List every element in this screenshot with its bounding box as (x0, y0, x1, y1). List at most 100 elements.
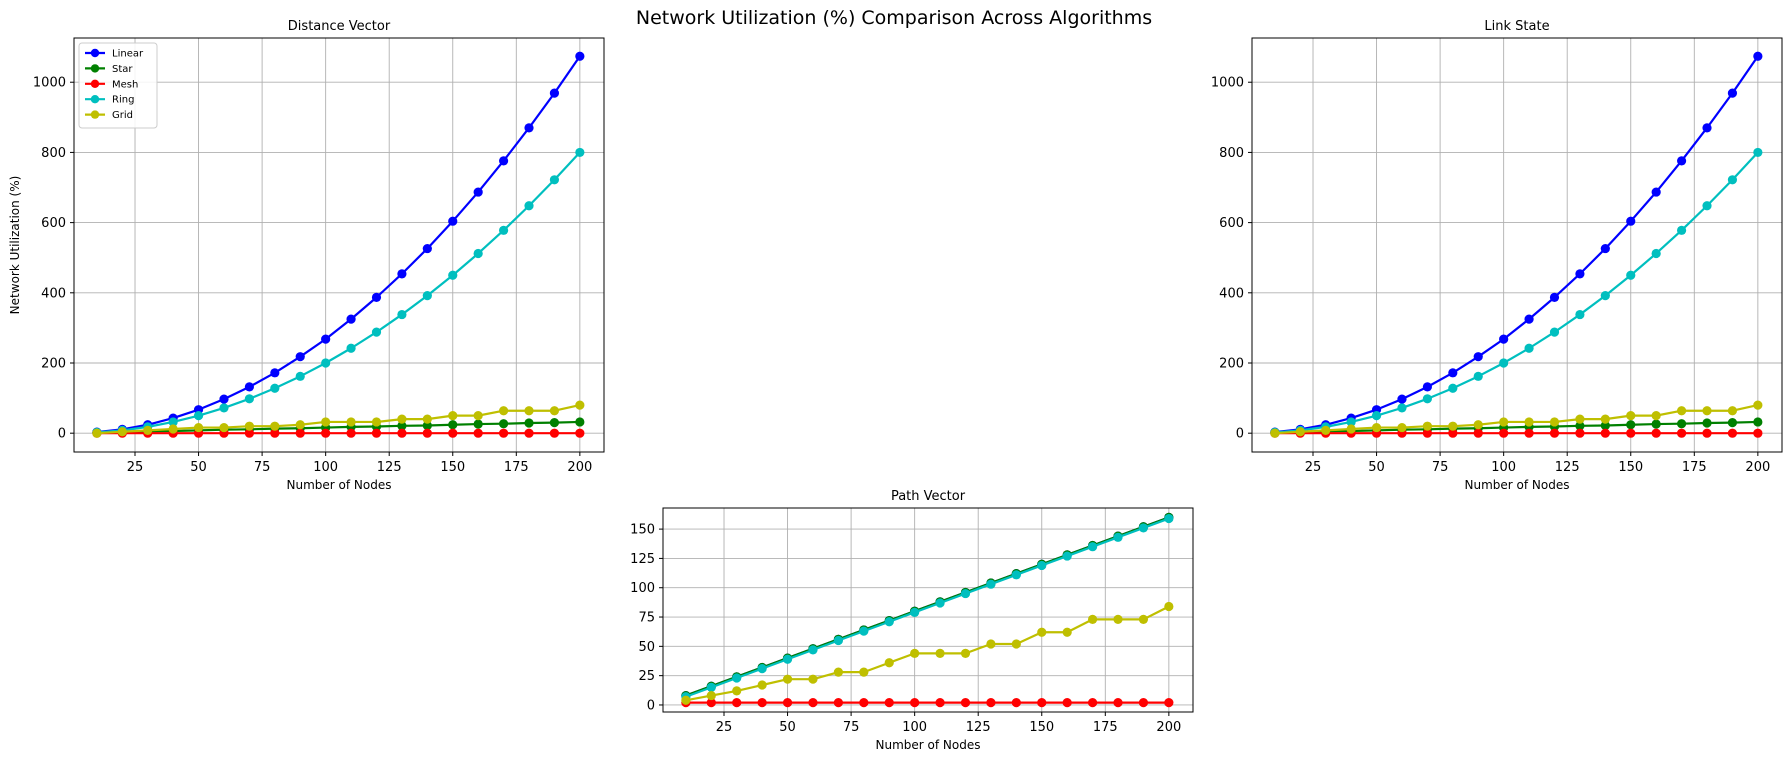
x-tick-label: 75 (254, 460, 271, 475)
data-point-linear (295, 352, 305, 362)
data-point-mesh (757, 698, 767, 708)
x-tick-label: 50 (779, 720, 796, 735)
data-point-linear (549, 88, 560, 98)
x-tick-label: 100 (313, 460, 338, 475)
legend: Linear Star Mesh Ring Grid (78, 42, 158, 129)
y-tick-label: 125 (630, 552, 655, 567)
y-tick-label: 75 (638, 611, 655, 626)
y-tick-label: 0 (1236, 427, 1244, 442)
data-point-ring (833, 635, 843, 646)
x-tick-label: 75 (1432, 460, 1449, 475)
data-point-linear (1626, 216, 1636, 226)
data-point-mesh (833, 698, 843, 708)
data-point-grid (371, 417, 382, 427)
x-tick-label: 25 (1305, 460, 1322, 475)
data-point-linear (575, 51, 585, 61)
y-axis-label: Network Utilization (%) (8, 176, 22, 315)
data-point-star (1575, 421, 1585, 431)
legend-label-star: Star (112, 64, 133, 75)
data-point-ring (575, 147, 585, 158)
data-point-mesh (1499, 428, 1509, 438)
data-point-mesh (1753, 428, 1763, 438)
data-point-ring (524, 201, 534, 211)
y-tick-label: 0 (58, 427, 66, 442)
data-point-grid (960, 648, 971, 658)
data-point-linear (397, 269, 407, 279)
data-point-ring (1753, 147, 1763, 158)
data-point-grid (681, 695, 691, 705)
data-point-grid (1113, 614, 1123, 624)
data-point-grid (1346, 424, 1356, 434)
data-point-grid (473, 411, 483, 421)
data-point-ring (884, 617, 894, 627)
data-point-ring (1473, 371, 1483, 381)
y-tick-label: 600 (1219, 216, 1244, 231)
data-point-ring (1600, 291, 1610, 301)
y-tick-label: 50 (638, 640, 655, 655)
figure-title: Network Utilization (%) Comparison Acros… (636, 7, 1152, 29)
data-point-grid (295, 420, 305, 430)
data-point-linear (1524, 314, 1534, 324)
data-point-grid (1270, 428, 1280, 438)
x-tick-label: 50 (1368, 460, 1385, 475)
data-point-grid (397, 414, 407, 424)
data-point-mesh (1113, 698, 1123, 708)
data-point-mesh (371, 428, 382, 438)
data-point-grid (1321, 425, 1331, 435)
y-tick-label: 400 (1219, 286, 1244, 301)
data-point-linear (346, 314, 356, 324)
data-point-mesh (1062, 698, 1072, 708)
data-point-star (448, 420, 458, 430)
data-point-grid (757, 680, 767, 690)
x-tick-label: 50 (190, 460, 207, 475)
data-point-grid (244, 421, 254, 431)
data-point-grid (782, 674, 793, 684)
x-tick-label: 125 (377, 460, 402, 475)
data-point-mesh (910, 698, 920, 708)
y-tick-label: 800 (1219, 146, 1244, 161)
data-point-ring (448, 270, 458, 280)
data-point-grid (346, 417, 356, 427)
data-point-ring (1448, 383, 1458, 393)
data-point-grid (524, 406, 534, 416)
data-point-grid (1676, 406, 1687, 416)
data-point-ring (549, 175, 560, 185)
data-point-mesh (1651, 428, 1661, 438)
data-point-grid (808, 674, 818, 684)
legend-label-grid: Grid (112, 110, 133, 121)
data-point-linear (371, 292, 382, 302)
data-point-ring (732, 673, 742, 683)
data-point-ring (1499, 358, 1509, 368)
data-point-mesh (1626, 428, 1636, 438)
data-point-grid (270, 421, 280, 431)
data-point-ring (1346, 417, 1356, 427)
data-point-grid (732, 686, 742, 696)
data-point-mesh (244, 428, 254, 438)
x-tick-label: 125 (966, 720, 991, 735)
x-tick-label: 100 (902, 720, 927, 735)
data-point-ring (1371, 411, 1382, 421)
data-point-linear (1702, 123, 1712, 133)
series-line-linear (96, 55, 581, 434)
data-point-ring (986, 579, 996, 589)
y-tick-label: 600 (41, 216, 66, 231)
x-tick-label: 25 (127, 460, 144, 475)
data-point-grid (1011, 639, 1021, 649)
data-point-grid (1626, 411, 1636, 421)
data-point-star (1702, 418, 1712, 428)
data-point-ring (1113, 532, 1123, 542)
panel-title: Distance Vector (288, 19, 391, 34)
y-tick-label: 200 (1219, 356, 1244, 371)
y-tick-label: 100 (630, 581, 655, 596)
x-tick-label: 200 (567, 460, 592, 475)
data-point-mesh (346, 428, 356, 438)
data-point-linear (219, 394, 229, 404)
data-point-mesh (549, 428, 560, 438)
data-point-mesh (422, 428, 432, 438)
x-tick-label: 125 (1555, 460, 1580, 475)
data-point-ring (910, 607, 920, 617)
panel-title: Path Vector (891, 489, 966, 504)
data-point-mesh (808, 698, 818, 708)
panel-distance-vector: 25 50 75 100 125 150 175 200 0 200 400 600 800 1000 Di… (8, 19, 605, 492)
data-point-ring (1422, 394, 1432, 404)
